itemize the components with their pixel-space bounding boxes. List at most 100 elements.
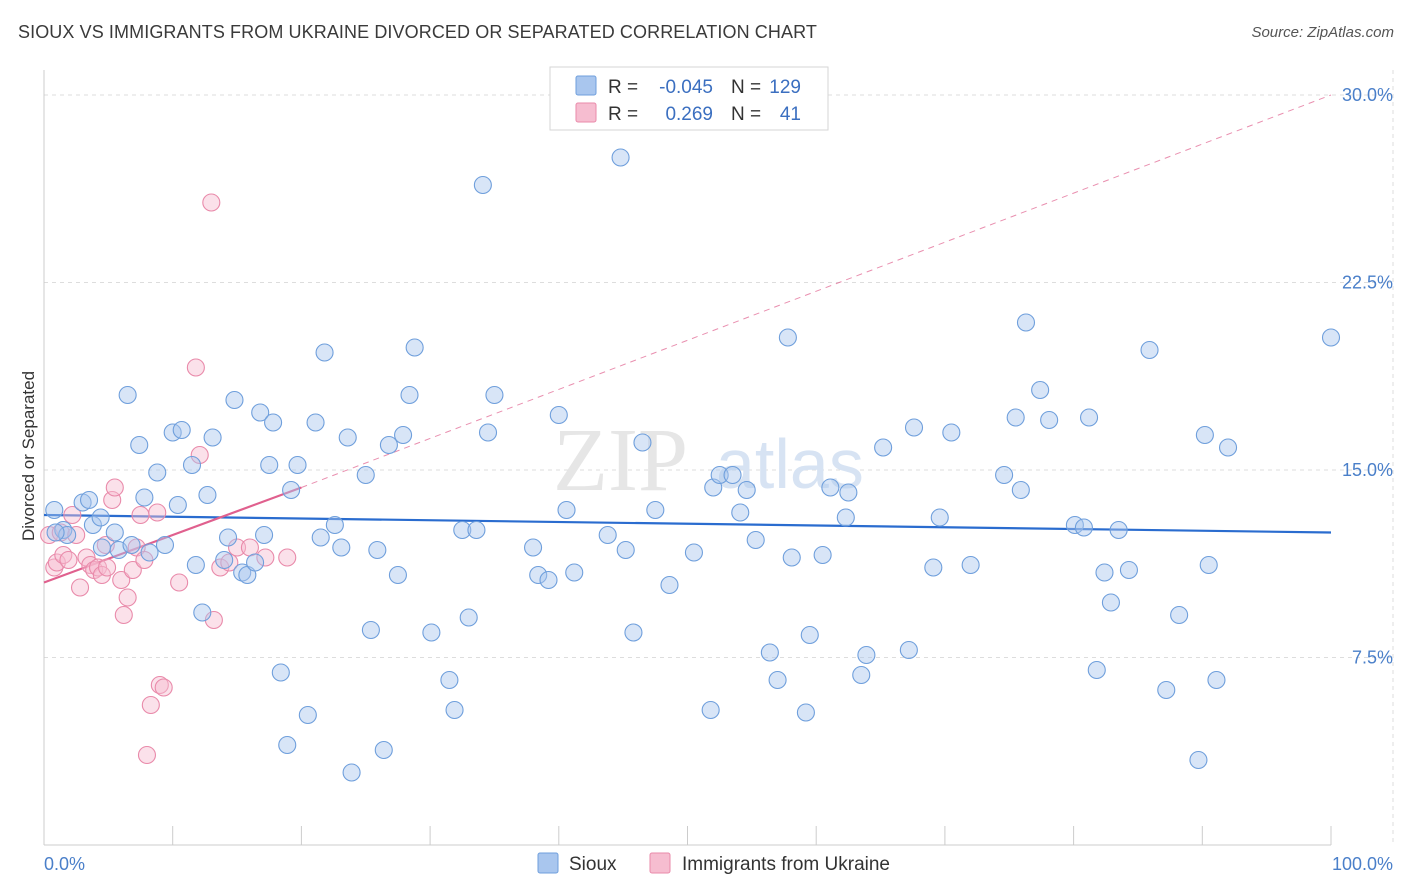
ukraine-point-2 <box>47 553 66 572</box>
sioux-point-119 <box>1170 605 1189 625</box>
y-tick-label-1: 15.0% <box>1342 460 1393 480</box>
sioux-point-26 <box>218 528 238 547</box>
ukraine-point-36 <box>228 538 247 557</box>
sioux-point-85 <box>768 670 787 690</box>
sioux-point-118 <box>1157 680 1176 700</box>
sioux-point-82 <box>737 480 756 500</box>
sioux-point-0 <box>45 500 64 520</box>
ukraine-point-5 <box>59 550 78 570</box>
sioux-point-52 <box>394 425 413 445</box>
sioux-point-84 <box>760 643 779 662</box>
bottom-legend-label-ukraine: Immigrants from Ukraine <box>682 854 890 875</box>
ukraine-point-4 <box>54 545 73 565</box>
ukraine-point-19 <box>118 588 137 607</box>
x-tick-label-0: 0.0% <box>44 854 85 874</box>
ukraine-point-8 <box>70 578 90 597</box>
legend-n-label-ukraine: N = <box>731 104 761 125</box>
sioux-point-120 <box>1189 750 1208 770</box>
sioux-point-66 <box>549 405 568 425</box>
sioux-point-86 <box>778 328 797 347</box>
sioux-point-30 <box>246 553 265 572</box>
legend-swatch-ukraine <box>575 102 597 123</box>
sioux-point-6 <box>91 508 110 527</box>
sioux-point-53 <box>400 385 419 405</box>
ukraine-point-16 <box>105 478 124 497</box>
sioux-point-47 <box>361 620 380 640</box>
sioux-point-19 <box>172 420 191 440</box>
sioux-point-75 <box>660 575 679 595</box>
legend-r-value-ukraine: 0.269 <box>665 104 713 125</box>
sioux-point-21 <box>186 555 205 575</box>
sioux-point-83 <box>746 530 765 550</box>
sioux-point-90 <box>813 545 832 565</box>
sioux-point-98 <box>904 418 924 437</box>
sioux-point-58 <box>453 520 472 540</box>
sioux-point-37 <box>288 455 307 475</box>
sioux-point-44 <box>338 428 357 447</box>
sioux-point-116 <box>1119 560 1138 580</box>
trend-dashed-1 <box>301 94 1332 488</box>
sioux-point-14 <box>140 543 159 562</box>
sioux-point-32 <box>260 455 279 475</box>
sioux-point-13 <box>135 488 154 507</box>
bottom-legend-label-sioux: Sioux <box>569 854 617 875</box>
ukraine-point-6 <box>63 505 82 525</box>
sioux-point-35 <box>278 735 297 755</box>
sioux-point-111 <box>1079 408 1099 427</box>
y-tick-label-2: 22.5% <box>1342 273 1393 293</box>
ukraine-point-20 <box>123 560 142 580</box>
ukraine-point-24 <box>137 745 157 765</box>
ukraine-point-38 <box>256 548 275 567</box>
sioux-point-105 <box>1011 480 1030 500</box>
sioux-point-7 <box>92 538 111 557</box>
sioux-point-5 <box>83 515 102 535</box>
y-tick-label-3: 30.0% <box>1342 85 1393 105</box>
sioux-point-40 <box>311 528 330 547</box>
sioux-point-34 <box>271 663 290 682</box>
watermark-atlas: atlas <box>716 425 864 503</box>
ukraine-point-1 <box>45 558 64 577</box>
series-legend: Sioux Immigrants from Ukraine <box>537 852 890 875</box>
sioux-point-88 <box>796 703 815 722</box>
ukraine-point-22 <box>131 505 150 525</box>
x-tick-label-1: 100.0% <box>1332 854 1393 874</box>
sioux-point-80 <box>723 465 742 485</box>
chart-source: Source: ZipAtlas.com <box>1251 24 1394 41</box>
sioux-point-115 <box>1109 520 1128 540</box>
sioux-point-121 <box>1195 425 1214 445</box>
sioux-point-57 <box>445 700 464 720</box>
sioux-point-81 <box>731 503 750 522</box>
sioux-point-128 <box>467 520 486 540</box>
watermark: ZIP atlas <box>553 411 864 510</box>
ukraine-point-30 <box>186 358 205 377</box>
sioux-point-50 <box>379 435 398 455</box>
ukraine-point-40 <box>98 558 117 577</box>
sioux-point-56 <box>440 670 459 690</box>
sioux-point-76 <box>684 543 703 562</box>
sioux-point-72 <box>624 623 643 642</box>
legend-r-label-ukraine: R = <box>608 104 638 125</box>
sioux-point-45 <box>342 763 361 782</box>
sioux-point-126 <box>46 523 65 542</box>
sioux-point-101 <box>942 423 961 442</box>
sioux-point-108 <box>1040 410 1059 430</box>
legend-n-value-ukraine: 41 <box>780 104 801 125</box>
bottom-legend-swatch-ukraine <box>649 852 671 874</box>
legend-n-label-sioux: N = <box>731 77 761 98</box>
sioux-point-79 <box>710 465 729 485</box>
legend-swatch-sioux <box>575 75 597 96</box>
ukraine-point-32 <box>202 193 221 212</box>
chart-title: SIOUX VS IMMIGRANTS FROM UKRAINE DIVORCE… <box>18 22 817 42</box>
sioux-point-59 <box>459 608 478 627</box>
sioux-point-4 <box>79 490 99 510</box>
sioux-point-70 <box>611 148 630 167</box>
sioux-point-65 <box>539 570 558 590</box>
sioux-point-91 <box>821 478 840 497</box>
legend-r-value-sioux: -0.045 <box>659 77 713 98</box>
ukraine-point-18 <box>114 605 133 625</box>
sioux-point-127 <box>255 525 274 545</box>
sioux-point-20 <box>182 455 202 475</box>
sioux-point-33 <box>264 413 283 432</box>
sioux-point-68 <box>565 563 584 582</box>
